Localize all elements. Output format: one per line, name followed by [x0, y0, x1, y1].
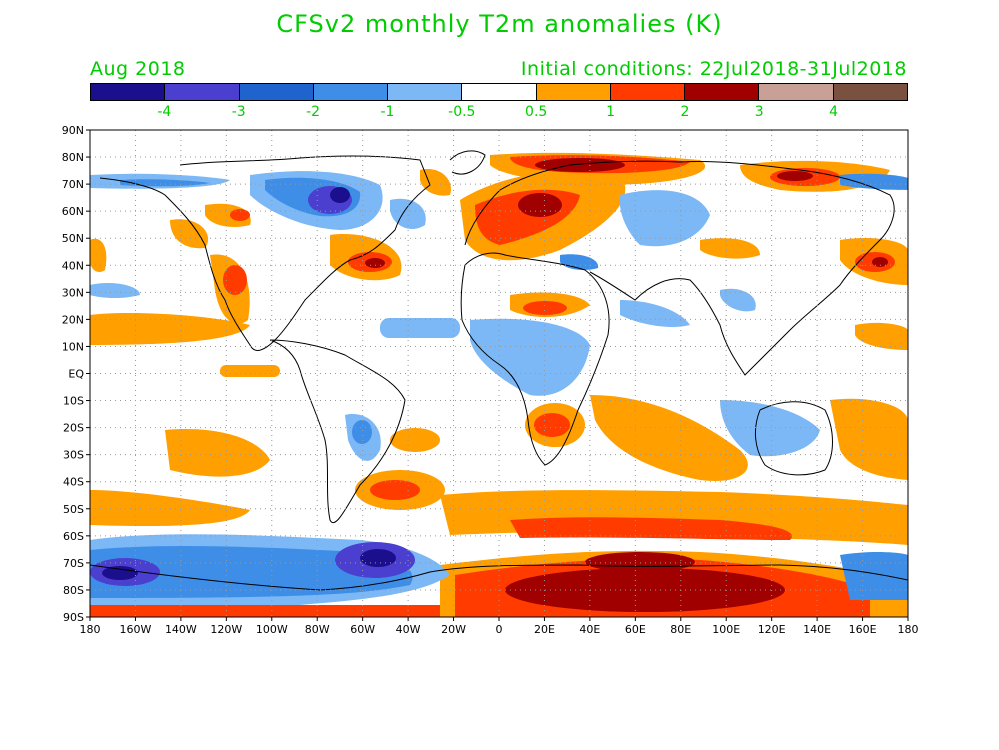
longitude-label: 160W: [120, 623, 152, 636]
forecast-month: Aug 2018: [90, 58, 186, 80]
longitude-label: 100W: [256, 623, 288, 636]
longitude-label: 20W: [441, 623, 466, 636]
lat-lon-grid: [90, 130, 908, 617]
latitude-label: 50N: [62, 232, 84, 245]
longitude-label: 120E: [758, 623, 786, 636]
longitude-label: 40W: [396, 623, 421, 636]
legend-swatch: [833, 84, 907, 100]
legend-label: -2: [306, 104, 321, 120]
latitude-label: EQ: [68, 368, 84, 381]
longitude-label: 40E: [579, 623, 600, 636]
legend-label: 4: [829, 104, 839, 120]
latitude-label: 10N: [62, 340, 84, 353]
longitude-label: 120W: [210, 623, 242, 636]
coastlines: [90, 150, 908, 591]
latitude-label: 80S: [63, 584, 84, 597]
legend-swatch: [759, 84, 834, 100]
latitude-label: 20S: [63, 422, 84, 435]
legend-swatch: [536, 84, 611, 100]
legend-swatch: [388, 84, 463, 100]
legend-swatch: [685, 84, 760, 100]
latitude-labels: 90N 80N 70N 60N 50N 40N 30N 20N 10N EQ 10S 20S 30S 40…: [62, 124, 90, 624]
longitude-label: 180: [898, 623, 919, 636]
latitude-label: 80N: [62, 151, 84, 164]
latitude-label: 70S: [63, 557, 84, 570]
latitude-label: 50S: [63, 503, 84, 516]
latitude-label: 10S: [63, 395, 84, 408]
longitude-label: 100E: [712, 623, 740, 636]
latitude-label: 40N: [62, 259, 84, 272]
legend-swatch: [165, 84, 240, 100]
color-legend: [90, 83, 908, 101]
latitude-label: 20N: [62, 313, 84, 326]
legend-swatch: [239, 84, 314, 100]
initial-conditions: Initial conditions: 22Jul2018-31Jul2018: [520, 58, 907, 80]
latitude-label: 90S: [63, 611, 84, 624]
longitude-label: 160E: [849, 623, 877, 636]
latitude-label: 30S: [63, 449, 84, 462]
legend-swatch: [610, 84, 686, 100]
longitude-labels: 180 160W 140W 120W 100W 80W 60W 40W 20W 0 20E 40E 60…: [80, 617, 919, 636]
latitude-label: 40S: [63, 476, 84, 489]
map-title: CFSv2 monthly T2m anomalies (K): [276, 10, 723, 38]
longitude-label: 80E: [670, 623, 691, 636]
latitude-label: 70N: [62, 178, 84, 191]
legend-swatch: [313, 84, 389, 100]
latitude-label: 60N: [62, 205, 84, 218]
longitude-label: 140E: [803, 623, 831, 636]
legend-label: 0.5: [525, 104, 548, 120]
legend-label: -0.5: [448, 104, 476, 120]
legend-swatch: [91, 84, 166, 100]
longitude-label: 0: [496, 623, 503, 636]
legend-label: -3: [231, 104, 246, 120]
latitude-label: 60S: [63, 530, 84, 543]
longitude-label: 80W: [305, 623, 330, 636]
legend-label: -1: [380, 104, 395, 120]
latitude-label: 90N: [62, 124, 84, 137]
legend-label: 2: [680, 104, 690, 120]
longitude-label: 60W: [350, 623, 375, 636]
legend-label: 1: [606, 104, 615, 120]
longitude-label: 180: [80, 623, 101, 636]
longitude-label: 20E: [534, 623, 555, 636]
legend-label: -4: [157, 104, 172, 120]
anomaly-field: [90, 152, 908, 617]
longitude-label: 140W: [165, 623, 197, 636]
legend-swatch: [462, 84, 537, 100]
latitude-label: 30N: [62, 286, 84, 299]
longitude-label: 60E: [625, 623, 646, 636]
legend-label: 3: [754, 104, 764, 120]
